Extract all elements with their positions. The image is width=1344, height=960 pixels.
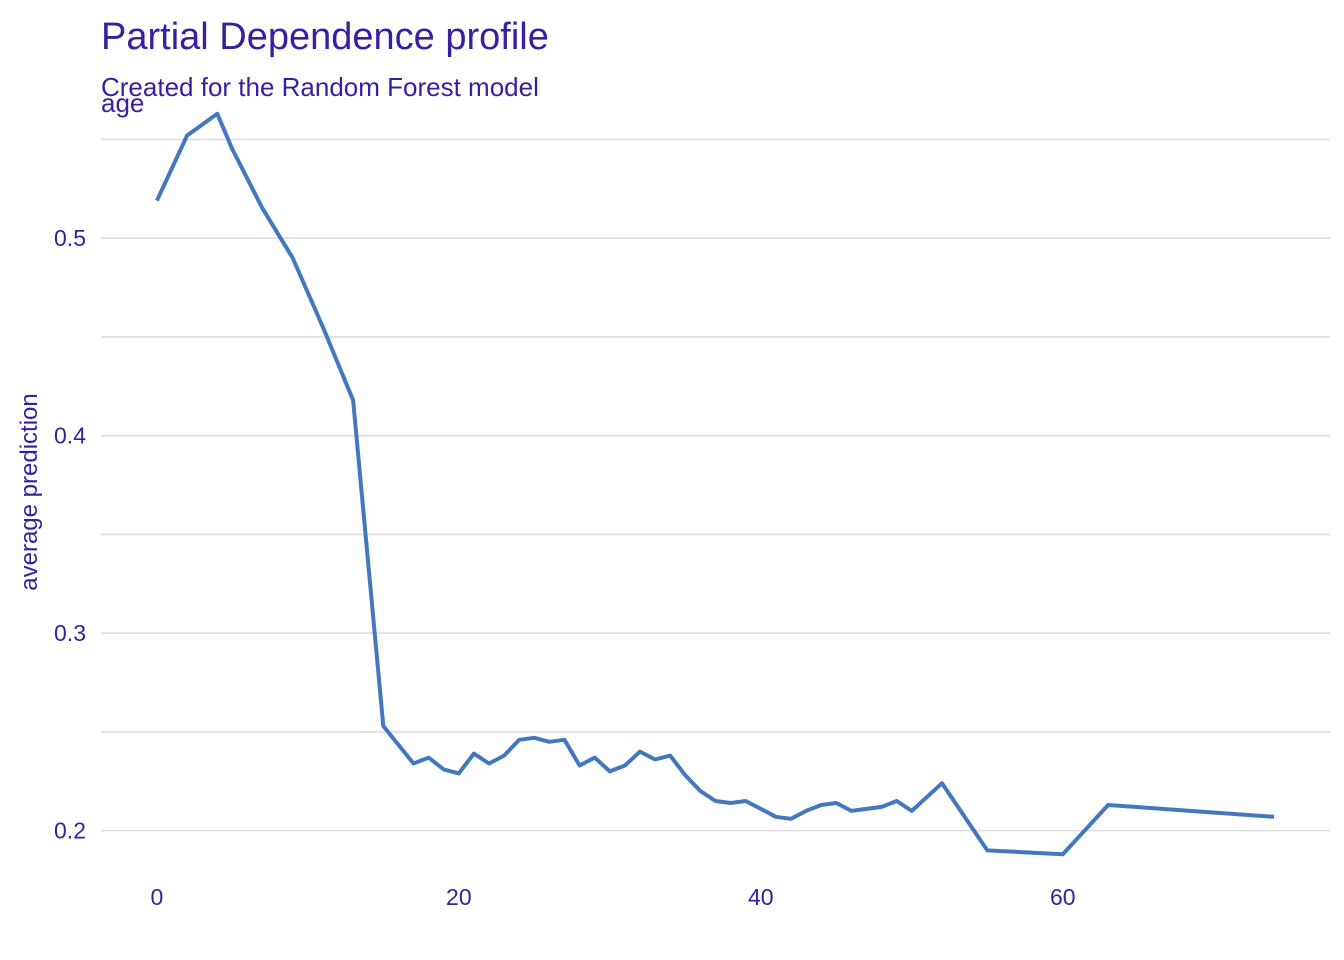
- y-tick-label: 0.2: [54, 818, 86, 844]
- y-tick-label: 0.5: [54, 225, 86, 251]
- x-tick-label: 40: [748, 884, 774, 910]
- axis-ticks: 0.2 0.3 0.4 0.5 0 20 40 60: [54, 225, 1076, 910]
- chart-subtitle: Created for the Random Forest model: [101, 72, 539, 102]
- grid-lines: [101, 138, 1330, 832]
- facet-label: age: [101, 88, 145, 118]
- y-tick-label: 0.4: [54, 423, 86, 449]
- x-tick-label: 60: [1050, 884, 1076, 910]
- x-tick-label: 20: [446, 884, 472, 910]
- series-line-age: [155, 111, 1275, 857]
- chart-title: Partial Dependence profile: [101, 16, 549, 58]
- series-lines: [155, 111, 1275, 857]
- y-tick-label: 0.3: [54, 620, 86, 646]
- x-tick-label: 0: [150, 884, 163, 910]
